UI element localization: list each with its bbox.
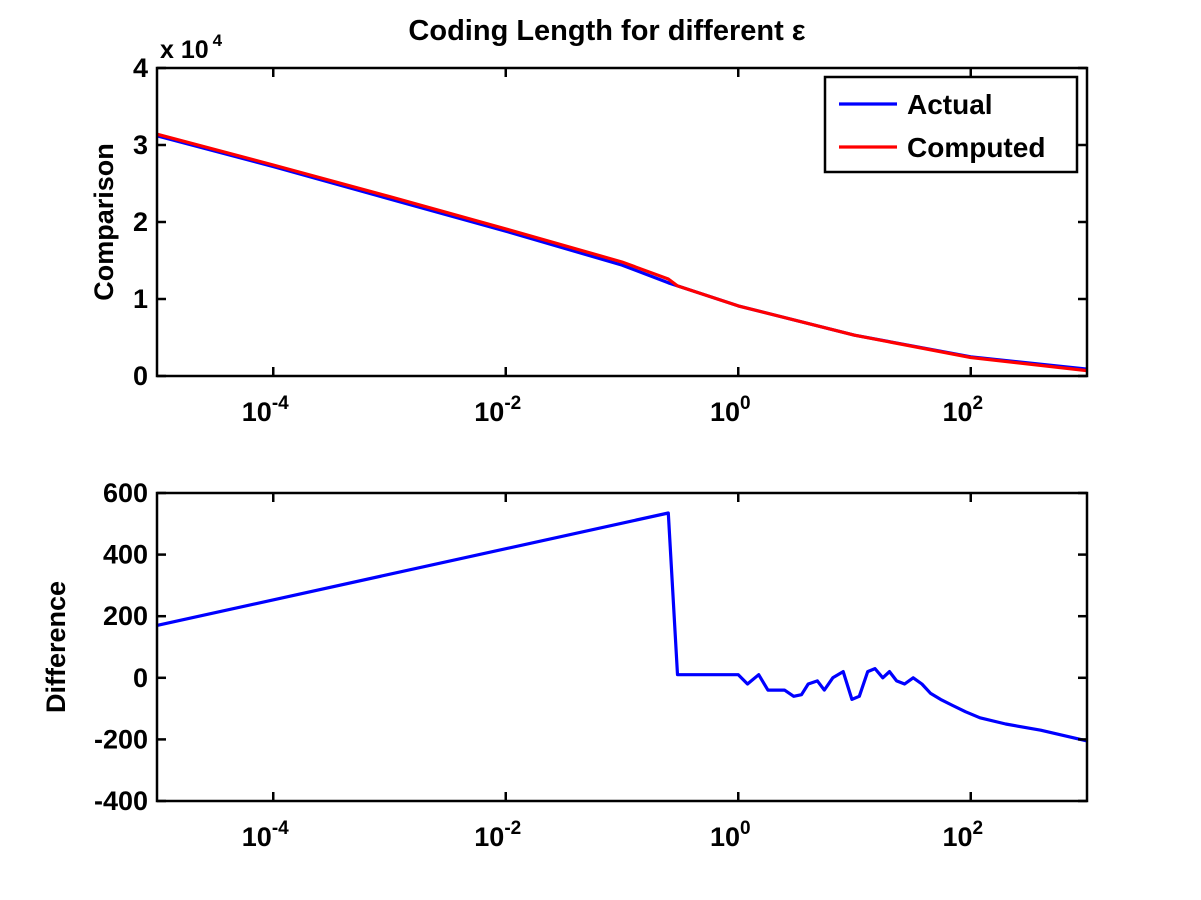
x-tick-label: 100 xyxy=(710,818,751,852)
x-tick-label-base: 10 xyxy=(710,397,740,427)
x-tick-label-exponent: 0 xyxy=(740,393,751,414)
series-line-computed xyxy=(156,132,1088,373)
x-tick-label: 10-2 xyxy=(474,818,521,852)
x-tick-label: 10-2 xyxy=(474,393,521,427)
y-tick-label: 0 xyxy=(133,361,148,391)
legend-box xyxy=(823,75,1079,174)
legend-label-computed: Computed xyxy=(907,132,1045,163)
x-tick-label-base: 10 xyxy=(242,822,272,852)
x-tick-label: 10-4 xyxy=(242,818,289,852)
x-tick-label-base: 10 xyxy=(942,822,972,852)
legend: Actual Computed xyxy=(823,75,1079,174)
y-tick-label: -400 xyxy=(94,786,148,816)
x-tick-label-base: 10 xyxy=(942,397,972,427)
chart-title: Coding Length for different ε xyxy=(408,15,805,47)
difference-panel: 10-4 10-2 100 102-400-2000200400600Differen… xyxy=(41,478,1089,852)
x-tick-label: 100 xyxy=(710,393,751,427)
y-tick-label: -200 xyxy=(94,724,148,754)
y-tick-label: 400 xyxy=(103,540,148,570)
legend-label-actual: Actual xyxy=(907,89,993,120)
x-tick-label-exponent: 2 xyxy=(972,818,983,839)
y-multiplier-exponent: 4 xyxy=(213,31,223,50)
y-tick-label: 2 xyxy=(133,207,148,237)
x-tick-label-exponent: 0 xyxy=(740,818,751,839)
axes-frame xyxy=(155,491,1089,803)
series-line-difference xyxy=(156,511,1088,743)
x-tick-label-exponent: -4 xyxy=(272,818,289,839)
comparison-panel: 10-4 10-2 100 10201234ComparisonActualCompu… xyxy=(89,53,1089,427)
x-tick-label: 102 xyxy=(942,393,983,427)
y-tick-label: 0 xyxy=(133,663,148,693)
y-tick-label: 600 xyxy=(103,478,148,508)
x-tick-label: 10-4 xyxy=(242,393,289,427)
y-tick-label: 4 xyxy=(133,53,148,83)
x-tick-label-exponent: 2 xyxy=(972,393,983,414)
x-tick-label-exponent: -4 xyxy=(272,393,289,414)
y-multiplier-label: x 10 4 xyxy=(160,31,223,64)
x-tick-label-base: 10 xyxy=(474,397,504,427)
x-tick-label-base: 10 xyxy=(474,822,504,852)
y-tick-label: 1 xyxy=(133,284,148,314)
y-axis-label: Difference xyxy=(41,581,71,713)
y-tick-label: 3 xyxy=(133,130,148,160)
y-tick-label: 200 xyxy=(103,601,148,631)
y-axis-label: Comparison xyxy=(89,143,119,301)
x-tick-label-base: 10 xyxy=(710,822,740,852)
y-multiplier-base: x 10 xyxy=(160,36,209,64)
x-tick-label-exponent: -2 xyxy=(504,393,521,414)
x-tick-label-exponent: -2 xyxy=(504,818,521,839)
x-tick-label: 102 xyxy=(942,818,983,852)
x-tick-label-base: 10 xyxy=(242,397,272,427)
